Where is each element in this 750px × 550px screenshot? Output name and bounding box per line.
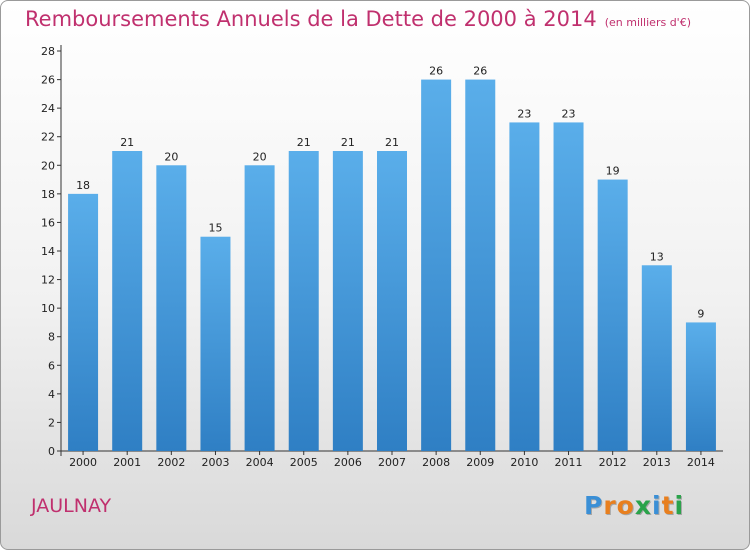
bars	[68, 79, 716, 452]
data-label: 21	[385, 136, 399, 149]
y-tick-label: 26	[41, 74, 55, 87]
data-label: 18	[76, 179, 90, 192]
data-label: 15	[208, 222, 222, 235]
proxiti-logo: Proxiti	[584, 491, 684, 520]
data-label: 9	[697, 307, 704, 320]
y-tick-label: 4	[48, 388, 55, 401]
bar	[641, 265, 672, 451]
y-tick-label: 6	[48, 359, 55, 372]
x-tick-label: 2002	[157, 456, 185, 469]
data-label: 20	[253, 150, 267, 163]
logo-letter: t	[661, 491, 675, 520]
labels: 18 21 20 15 20 21 21 21 26 26 23 23 19 13 9	[76, 65, 704, 321]
y-tick-label: 14	[41, 245, 55, 258]
x-tick-label: 2005	[290, 456, 318, 469]
logo-letter: x	[634, 491, 652, 520]
bar	[465, 79, 496, 452]
x-tick-label: 2003	[201, 456, 229, 469]
logo-letter: i	[674, 491, 685, 520]
y-tick-label: 8	[48, 331, 55, 344]
bar	[68, 193, 99, 451]
bar	[509, 122, 540, 451]
bar	[377, 151, 407, 451]
y-tick-label: 22	[41, 131, 55, 144]
y-tick-label: 12	[41, 274, 55, 287]
data-label: 26	[473, 65, 487, 78]
x-tick-label: 2004	[246, 456, 274, 469]
bar	[421, 79, 452, 452]
x-tick-label: 2001	[113, 456, 141, 469]
y-tick-label: 0	[48, 445, 55, 458]
x-tick-label: 2006	[334, 456, 362, 469]
data-label: 19	[606, 165, 620, 178]
bar	[553, 122, 584, 451]
y-tick-label: 2	[48, 416, 55, 429]
y-tick-label: 20	[41, 159, 55, 172]
bar	[288, 151, 319, 451]
data-label: 13	[650, 250, 664, 263]
chart-title: Remboursements Annuels de la Dette de 20…	[25, 7, 691, 31]
x-tick-label: 2010	[510, 456, 538, 469]
bar	[156, 165, 187, 452]
logo-letter: r	[603, 491, 617, 520]
x-tick-label: 2009	[466, 456, 494, 469]
title-main: Remboursements Annuels de la Dette de 20…	[25, 7, 597, 31]
title-unit: (en milliers d'€)	[604, 16, 691, 29]
logo-letter: i	[652, 491, 662, 520]
bar	[685, 322, 716, 451]
x-tick-label: 2014	[687, 456, 715, 469]
data-label: 23	[517, 107, 531, 120]
logo-letter: o	[616, 491, 635, 520]
y-tick-label: 16	[41, 216, 55, 229]
x-tick-label: 2000	[69, 456, 97, 469]
x-tick-label: 2012	[599, 456, 627, 469]
logo-letter: P	[584, 491, 604, 520]
data-label: 21	[341, 136, 355, 149]
y-tick-label: 18	[41, 188, 55, 201]
x-tick-label: 2011	[555, 456, 583, 469]
y-tick-label: 28	[41, 45, 55, 58]
y-tick-label: 10	[41, 302, 55, 315]
x-tick-label: 2007	[378, 456, 406, 469]
data-label: 26	[429, 65, 443, 78]
x-tick-label: 2008	[422, 456, 450, 469]
data-label: 21	[297, 136, 311, 149]
commune-name: JAULNAY	[31, 495, 112, 517]
bar	[200, 236, 231, 451]
data-label: 20	[164, 150, 178, 163]
y-tick-label: 24	[41, 102, 55, 115]
bar	[244, 165, 275, 452]
bar	[332, 151, 363, 451]
bar	[597, 179, 628, 452]
data-label: 23	[562, 107, 576, 120]
x-tick-label: 2013	[643, 456, 671, 469]
bar	[112, 151, 143, 451]
data-label: 21	[120, 136, 134, 149]
